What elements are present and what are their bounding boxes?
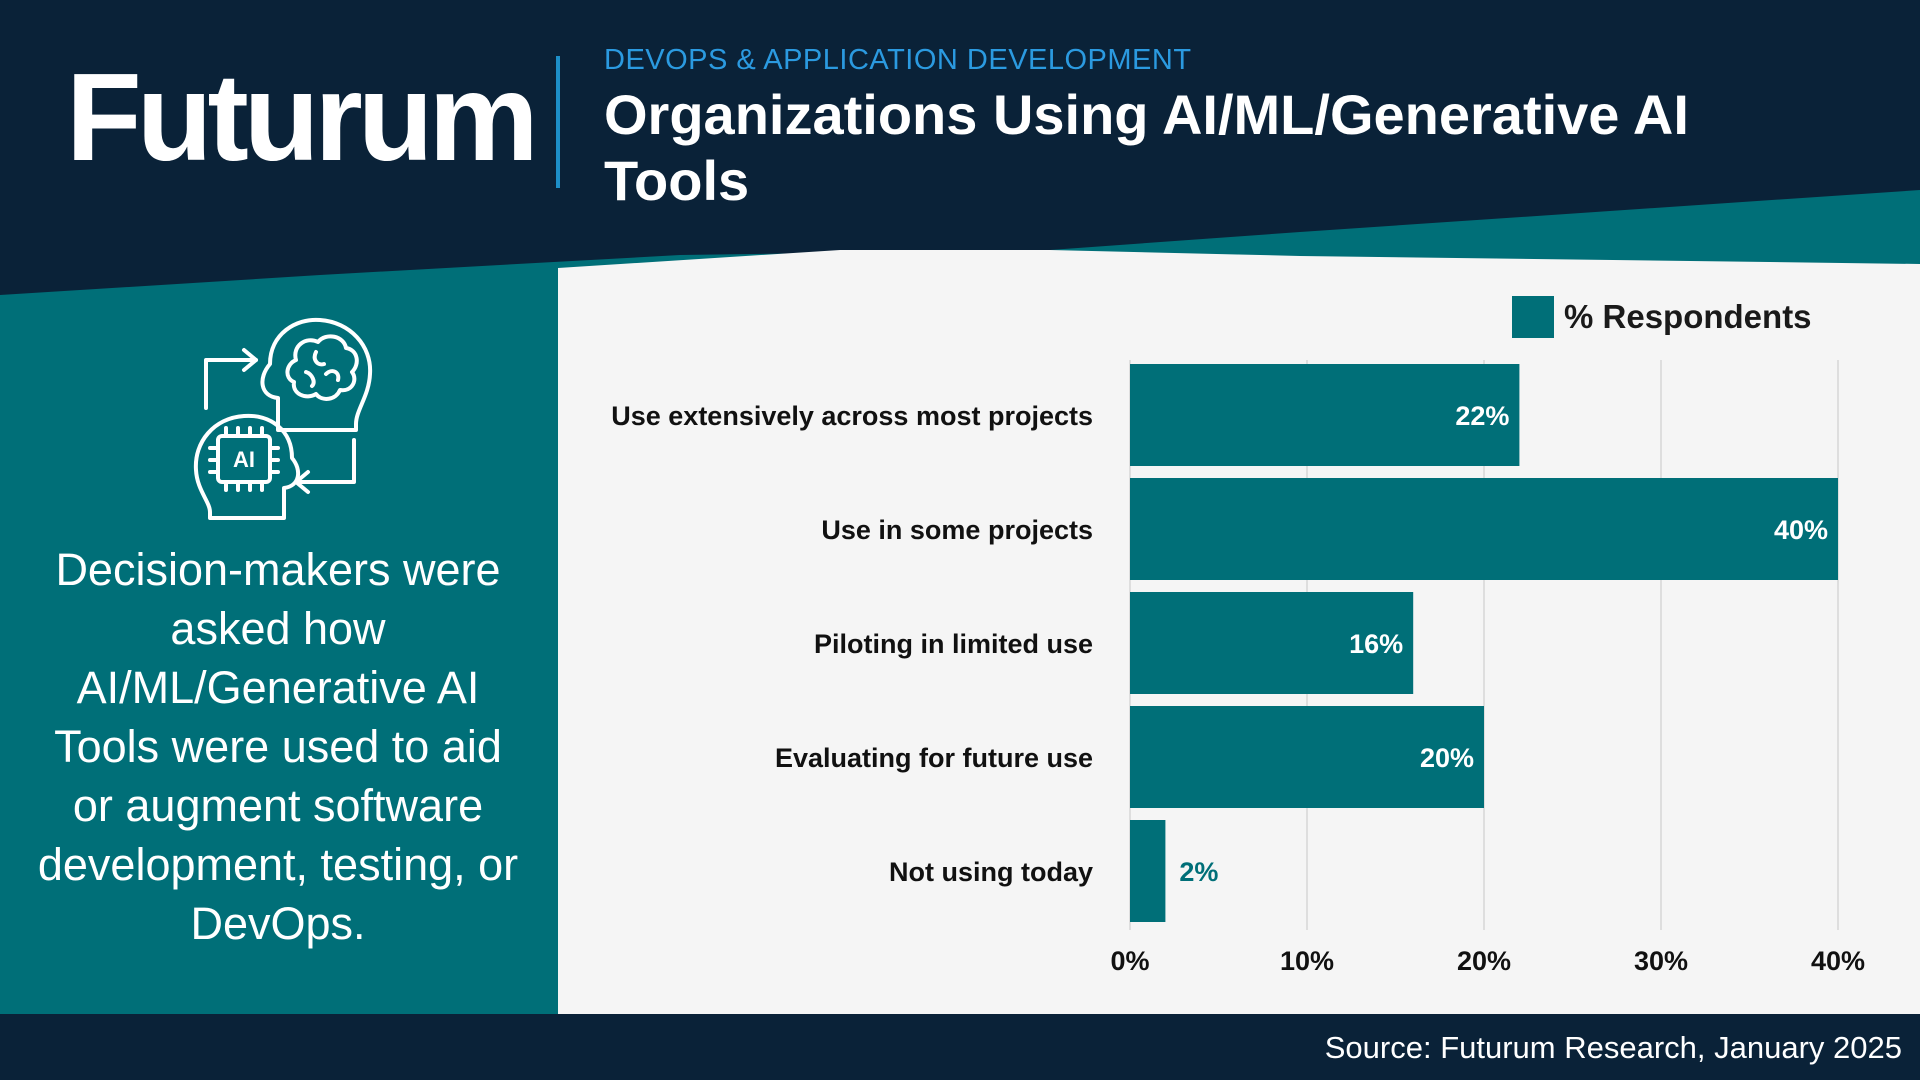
x-tick-label: 20%	[1457, 946, 1511, 976]
ai-brain-exchange-icon: AI	[193, 317, 373, 520]
category-label: Piloting in limited use	[814, 629, 1093, 659]
category-label: DEVOPS & APPLICATION DEVELOPMENT	[604, 44, 1192, 76]
bar	[1130, 364, 1520, 466]
x-tick-label: 0%	[1110, 946, 1149, 976]
bar	[1130, 820, 1166, 922]
human-head-outline	[260, 317, 373, 432]
category-label: Evaluating for future use	[775, 743, 1093, 773]
brain-outline	[285, 334, 359, 401]
legend-label: % Respondents	[1564, 298, 1812, 335]
x-tick-label: 30%	[1634, 946, 1688, 976]
arrow-bottom-line	[294, 438, 356, 484]
legend-swatch	[1512, 296, 1554, 338]
x-tick-label: 10%	[1280, 946, 1334, 976]
bar	[1130, 478, 1838, 580]
header-divider	[556, 56, 560, 188]
chip-pins	[208, 426, 280, 492]
data-label: 16%	[1349, 629, 1403, 659]
data-label: 20%	[1420, 743, 1474, 773]
chip-ai-text: AI	[233, 447, 255, 472]
sidebar-description: Decision-makers were asked how AI/ML/Gen…	[37, 544, 519, 949]
footer-bar	[558, 1014, 1920, 1080]
ai-head-outline	[193, 413, 301, 520]
data-label: 22%	[1455, 401, 1509, 431]
bar	[1130, 706, 1484, 808]
data-label: 40%	[1774, 515, 1828, 545]
futurum-logo: Futurum	[66, 49, 539, 187]
data-label: 2%	[1179, 857, 1218, 887]
source-note: Source: Futurum Research, January 2025	[1324, 1030, 1902, 1065]
page-title: Organizations Using AI/ML/Generative AI …	[604, 83, 1689, 212]
brain-folds	[304, 350, 341, 388]
arrow-bottom-head	[294, 470, 310, 494]
category-label: Not using today	[889, 857, 1093, 887]
arrow-top-line	[204, 358, 258, 410]
category-label: Use in some projects	[821, 515, 1093, 545]
x-tick-label: 40%	[1811, 946, 1865, 976]
bar	[1130, 592, 1414, 694]
category-label: Use extensively across most projects	[611, 401, 1093, 431]
bar-chart: Use extensively across most projects 22% U…	[611, 360, 1865, 976]
arrow-top-head	[242, 348, 258, 372]
chart-legend: % Respondents	[1512, 296, 1812, 338]
